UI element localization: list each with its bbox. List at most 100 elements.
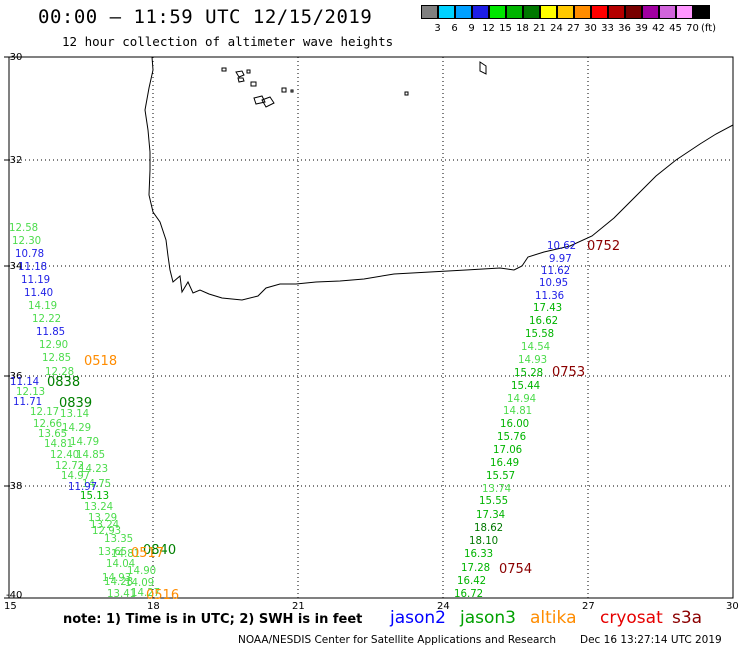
wave-height-label: 15.55 — [479, 496, 509, 507]
scale-label: 70 — [686, 23, 699, 34]
wave-height-label: 14.29 — [62, 423, 92, 434]
axis-ticks — [4, 56, 9, 599]
wave-height-label: 14.79 — [70, 437, 100, 448]
wave-height-label: 14.54 — [521, 342, 551, 353]
wave-height-label: 16.42 — [457, 576, 487, 587]
scale-swatch — [506, 5, 523, 19]
wave-height-label: 14.28 — [104, 577, 134, 588]
wave-height-label: 13.24 — [90, 520, 120, 531]
wave-height-label: 14.09 — [125, 578, 155, 589]
wave-height-label: 13.35 — [104, 534, 134, 545]
scale-unit-label: (ft) — [700, 23, 717, 34]
lon-label: 15 — [4, 601, 17, 612]
legend-label: cryosat — [600, 608, 663, 628]
wave-height-label: 18.62 — [474, 523, 504, 534]
wave-height-label: 13.29 — [88, 513, 118, 524]
credit-text: NOAA/NESDIS Center for Satellite Applica… — [238, 634, 556, 646]
wave-height-label: 12.72 — [55, 461, 85, 472]
pass-time-label: 0752 — [587, 239, 621, 254]
scale-label: 15 — [499, 23, 512, 34]
wave-height-label: 14.93 — [102, 573, 132, 584]
legend-jason3: jason3 — [460, 608, 516, 628]
legend-cryosat: cryosat — [600, 608, 663, 628]
wave-height-label: 14.75 — [82, 479, 112, 490]
wave-height-label: 10.62 — [547, 241, 577, 252]
scale-swatch — [557, 5, 574, 19]
wave-height-label: 17.06 — [493, 445, 523, 456]
wave-height-label: 17.34 — [476, 510, 506, 521]
scale-label: 6 — [451, 23, 458, 34]
wave-height-label: 16.72 — [454, 589, 484, 600]
lon-label: 21 — [292, 601, 305, 612]
scale-label: 9 — [468, 23, 475, 34]
scale-swatch — [523, 5, 540, 19]
scale-swatch — [608, 5, 625, 19]
wave-height-label: 12.93 — [92, 526, 122, 537]
coastline — [144, 56, 734, 301]
wave-height-label: 12.17 — [30, 407, 60, 418]
graticule — [9, 57, 733, 598]
wave-height-label: 11.18 — [18, 262, 48, 273]
wave-height-label: 12.66 — [33, 419, 63, 430]
scale-label: 42 — [652, 23, 665, 34]
wave-height-label: 12.30 — [12, 236, 42, 247]
wave-height-label: 13.14 — [60, 409, 90, 420]
map-title: 00:00 – 11:59 UTC 12/15/2019 — [38, 6, 373, 28]
wave-height-label: 11.62 — [541, 266, 571, 277]
wave-height-label: 13.41 — [107, 589, 137, 600]
wave-height-label: 15.13 — [80, 491, 110, 502]
scale-swatch — [642, 5, 659, 19]
scale-swatch — [676, 5, 693, 19]
lat-label: -40 — [6, 590, 23, 601]
islands — [221, 61, 487, 108]
wave-height-label: 12.22 — [32, 314, 62, 325]
pass-time-label: 0517 — [131, 546, 165, 561]
scale-label: 3 — [434, 23, 441, 34]
wave-height-label: 14.19 — [28, 301, 58, 312]
wave-height-label: 14.90 — [127, 566, 157, 577]
legend-label: jason2 — [390, 608, 446, 628]
map-subtitle: 12 hour collection of altimeter wave hei… — [62, 34, 394, 49]
wave-height-label: 11.85 — [36, 327, 66, 338]
pass-time-label: 0838 — [47, 375, 81, 390]
scale-swatch — [693, 5, 710, 19]
wave-height-label: 10.78 — [15, 249, 45, 260]
scale-label: 33 — [601, 23, 614, 34]
wave-height-label: 15.57 — [486, 471, 516, 482]
wave-height-label: 15.28 — [514, 368, 544, 379]
wave-height-label: 14.04 — [106, 559, 136, 570]
wave-height-label: 9.97 — [549, 254, 572, 265]
lat-label: -30 — [6, 52, 23, 63]
scale-label: 36 — [618, 23, 631, 34]
lon-label: 24 — [437, 601, 450, 612]
wave-height-label: 14.85 — [76, 450, 106, 461]
wave-height-label: 13.65 — [98, 547, 128, 558]
wave-height-label: 14.81 — [111, 549, 141, 560]
wave-height-label: 12.28 — [45, 367, 75, 378]
wave-height-label: 15.76 — [497, 432, 527, 443]
scale-swatch — [591, 5, 608, 19]
footer-note: note: 1) Time is in UTC; 2) SWH is in fe… — [63, 612, 363, 627]
lon-label: 30 — [726, 601, 739, 612]
wave-height-label: 11.97 — [68, 482, 98, 493]
scale-swatch — [659, 5, 676, 19]
generation-timestamp: Dec 16 13:27:14 UTC 2019 — [580, 634, 722, 646]
wave-height-label: 17.28 — [461, 563, 491, 574]
legend-s3a: s3a — [672, 608, 702, 628]
lat-label: -32 — [6, 155, 23, 166]
pass-time-label: 0518 — [84, 354, 118, 369]
wave-height-label: 13.24 — [84, 502, 114, 513]
scale-label: 21 — [533, 23, 546, 34]
scale-label: 24 — [550, 23, 563, 34]
wave-height-label: 16.62 — [529, 316, 559, 327]
scale-swatch — [540, 5, 557, 19]
scale-swatch — [625, 5, 642, 19]
pass-time-label: 0754 — [499, 562, 533, 577]
lat-label: -36 — [6, 371, 23, 382]
lat-label: -38 — [6, 481, 23, 492]
lon-label: 18 — [147, 601, 160, 612]
wave-height-label: 16.33 — [464, 549, 494, 560]
scale-swatch — [421, 5, 438, 19]
scale-swatch — [574, 5, 591, 19]
